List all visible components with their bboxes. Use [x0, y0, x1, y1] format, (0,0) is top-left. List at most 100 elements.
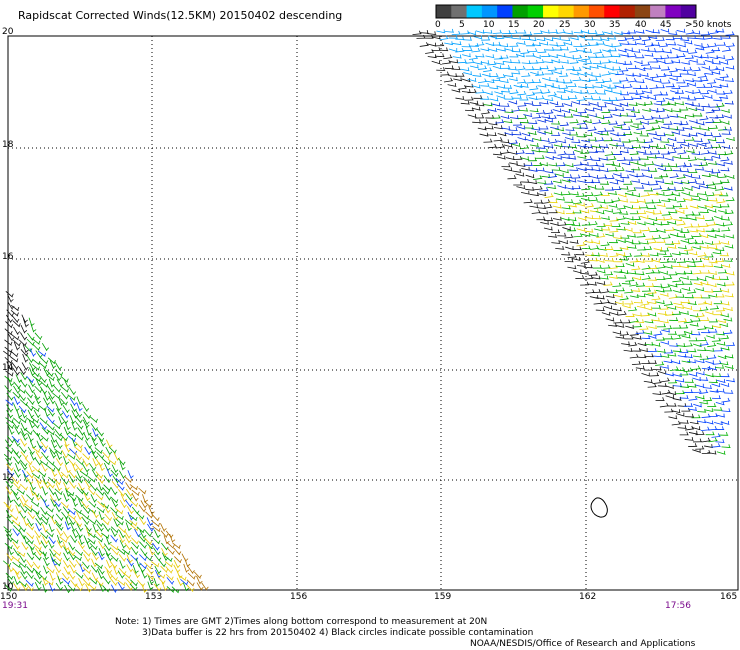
wind-barb: [715, 388, 725, 393]
wind-barb: [29, 481, 36, 491]
wind-barb: [637, 162, 646, 167]
wind-barb: [631, 178, 641, 183]
wind-barb: [64, 464, 71, 474]
wind-barb: [444, 65, 454, 70]
wind-barb: [719, 83, 729, 88]
wind-barb: [680, 239, 690, 244]
wind-barb: [503, 167, 513, 172]
wind-barb: [139, 541, 147, 549]
wind-barb: [614, 293, 623, 298]
wind-barb: [110, 487, 118, 496]
wind-barb: [119, 540, 127, 549]
wind-barb: [711, 383, 721, 388]
wind-barb: [611, 163, 621, 167]
wind-barb: [519, 144, 529, 150]
wind-barb: [507, 66, 517, 71]
wind-barb: [487, 61, 497, 66]
wind-barb: [659, 173, 669, 178]
lon-tick-159: 159: [434, 592, 452, 602]
wind-barb: [621, 341, 631, 346]
wind-barb: [668, 379, 678, 384]
wind-barb: [48, 395, 56, 405]
wind-barb: [47, 465, 56, 472]
wind-barb: [660, 364, 670, 369]
wind-barb: [559, 84, 569, 90]
wind-barb: [648, 265, 658, 270]
wind-barb: [673, 120, 683, 125]
wind-barb: [45, 505, 54, 513]
wind-barb: [720, 179, 730, 183]
wind-barb: [61, 572, 70, 581]
wind-barb: [33, 409, 41, 419]
wind-barb: [681, 299, 691, 304]
wind-barb: [201, 582, 209, 591]
wind-barb: [621, 138, 631, 143]
wind-barb: [712, 119, 722, 123]
wind-barb: [46, 374, 55, 381]
wind-barb: [548, 199, 558, 204]
wind-barb: [161, 547, 168, 557]
wind-barb: [691, 197, 701, 201]
wind-barb: [575, 275, 585, 279]
wind-barb: [65, 516, 72, 526]
wind-barb: [75, 415, 83, 424]
wind-barb: [535, 71, 545, 76]
wind-barb: [692, 269, 702, 275]
wind-barb: [509, 89, 519, 95]
wind-barb: [700, 31, 711, 36]
wind-barbs: [2, 28, 736, 594]
wind-barb: [581, 185, 591, 191]
wind-barb: [715, 67, 725, 72]
wind-barb: [495, 61, 505, 65]
wind-barb: [663, 167, 673, 172]
wind-barb: [653, 331, 663, 336]
wind-barb: [641, 144, 651, 149]
wind-barb: [634, 60, 643, 65]
wind-barb: [683, 40, 693, 45]
wind-barb: [599, 205, 609, 210]
wind-barb: [571, 100, 581, 105]
wind-barb: [570, 71, 580, 76]
wind-barb: [13, 385, 21, 394]
wind-barb: [636, 282, 646, 287]
wind-barb: [528, 120, 538, 125]
wind-barb: [650, 42, 661, 46]
wind-barb: [631, 109, 641, 114]
wind-barb: [663, 335, 673, 340]
wind-barb: [695, 107, 705, 111]
wind-barb: [629, 150, 639, 155]
wind-barb: [26, 523, 35, 531]
wind-barb: [671, 192, 681, 197]
wind-barb: [475, 29, 485, 34]
wind-barb: [14, 571, 22, 580]
wind-barb: [668, 163, 678, 168]
wind-barb: [6, 576, 15, 585]
wind-barb: [592, 60, 602, 65]
wind-barb: [91, 437, 98, 447]
wind-barb: [140, 569, 148, 579]
wind-barb: [644, 138, 654, 144]
wind-barb: [472, 73, 482, 77]
wind-barb: [131, 541, 140, 550]
wind-barb: [20, 505, 28, 514]
wind-barb: [615, 107, 625, 112]
wind-barb: [27, 511, 36, 520]
wind-barb: [151, 514, 160, 522]
wind-barb: [680, 229, 690, 233]
wind-barb: [39, 495, 48, 504]
wind-barb: [708, 379, 718, 384]
wind-barb: [637, 210, 647, 214]
wind-barb: [707, 403, 717, 407]
wind-barb: [48, 476, 57, 484]
wind-barb: [13, 456, 21, 465]
wind-barb: [91, 450, 99, 460]
wind-barb: [659, 402, 669, 408]
wind-barb: [519, 119, 529, 124]
wind-barb: [647, 239, 657, 244]
wind-barb: [687, 359, 697, 364]
wind-barb: [704, 59, 714, 63]
wind-barb: [556, 112, 566, 117]
wind-barb: [687, 301, 697, 305]
wind-barb: [14, 426, 22, 435]
wind-barb: [584, 36, 594, 41]
